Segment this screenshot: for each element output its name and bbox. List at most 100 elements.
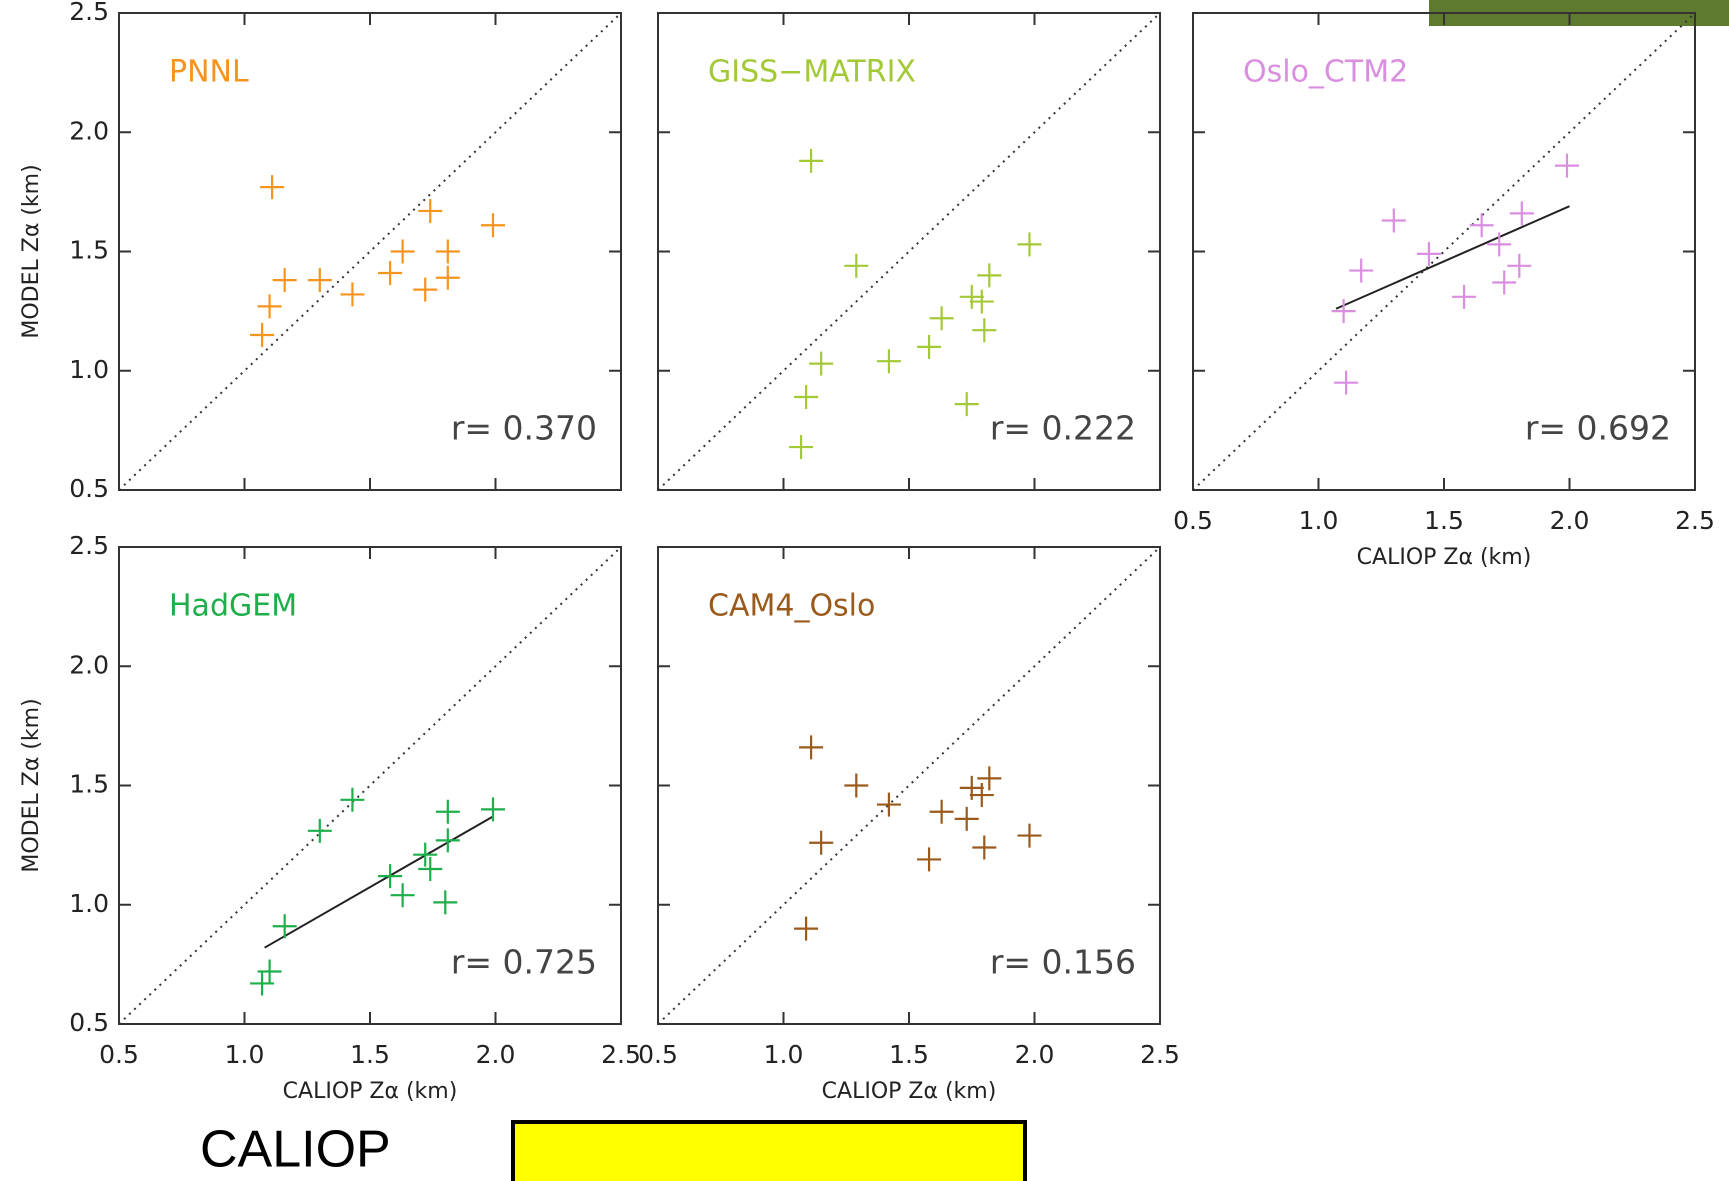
highlight-box bbox=[511, 1120, 1027, 1181]
scatter-point bbox=[1469, 213, 1494, 238]
x-tick-label: 1.5 bbox=[350, 1040, 390, 1069]
scatter-point bbox=[929, 306, 954, 331]
scatter-point bbox=[1349, 258, 1374, 283]
scatter-point bbox=[917, 847, 942, 872]
scatter-point bbox=[876, 792, 901, 817]
scatter-point bbox=[250, 322, 275, 347]
scatter-point bbox=[977, 263, 1002, 288]
x-tick-label: 1.0 bbox=[764, 1040, 804, 1069]
scatter-point bbox=[480, 797, 505, 822]
y-axis-label: MODEL Zα (km) bbox=[19, 698, 44, 872]
scatter-point bbox=[435, 799, 460, 824]
scatter-point bbox=[1017, 232, 1042, 257]
scatter-point bbox=[959, 775, 984, 800]
panel-title: HadGEM bbox=[169, 589, 297, 624]
scatter-point bbox=[1331, 299, 1356, 324]
x-tick-label: 0.5 bbox=[99, 1040, 139, 1069]
panel-title: Oslo_CTM2 bbox=[1243, 55, 1408, 90]
y-axis-label: MODEL Zα (km) bbox=[19, 164, 44, 338]
x-tick-label: 1.5 bbox=[889, 1040, 929, 1069]
scatter-point bbox=[799, 148, 824, 173]
scatter-point bbox=[954, 392, 979, 417]
scatter-point bbox=[954, 806, 979, 831]
y-tick-label: 2.5 bbox=[69, 0, 109, 26]
scatter-point bbox=[929, 799, 954, 824]
x-tick-label: 1.0 bbox=[225, 1040, 265, 1069]
x-tick-label: 2.0 bbox=[1550, 506, 1590, 535]
scatter-point bbox=[272, 268, 297, 293]
x-tick-label: 2.5 bbox=[1140, 1040, 1180, 1069]
x-tick-label: 1.5 bbox=[1424, 506, 1464, 535]
scatter-point bbox=[272, 914, 297, 939]
scatter-point bbox=[1492, 270, 1517, 295]
scatter-point bbox=[789, 435, 814, 460]
x-tick-label: 2.0 bbox=[1015, 1040, 1055, 1069]
correlation-label: r= 0.725 bbox=[451, 943, 597, 982]
scatter-point bbox=[435, 239, 460, 264]
x-tick-label: 2.5 bbox=[1675, 506, 1715, 535]
panel-title: GISS−MATRIX bbox=[708, 55, 916, 90]
scatter-point bbox=[1017, 823, 1042, 848]
x-tick-label: 2.5 bbox=[601, 1040, 641, 1069]
scatter-point bbox=[340, 282, 365, 307]
scatter-point bbox=[418, 198, 443, 223]
x-axis-label: CALIOP Zα (km) bbox=[283, 1079, 458, 1104]
scatter-point bbox=[794, 384, 819, 409]
scatter-point bbox=[1487, 232, 1512, 257]
correlation-label: r= 0.370 bbox=[451, 409, 597, 448]
scatter-point bbox=[307, 818, 332, 843]
scatter-point bbox=[1509, 201, 1534, 226]
scatter-point bbox=[418, 856, 443, 881]
scatter-point bbox=[390, 239, 415, 264]
scatter-point bbox=[480, 213, 505, 238]
y-tick-label: 2.5 bbox=[69, 531, 109, 560]
scatter-point bbox=[413, 842, 438, 867]
scatter-point bbox=[794, 916, 819, 941]
x-tick-label: 0.5 bbox=[1173, 506, 1213, 535]
correlation-label: r= 0.222 bbox=[990, 409, 1136, 448]
panel-title: PNNL bbox=[169, 55, 249, 90]
y-tick-label: 0.5 bbox=[69, 474, 109, 503]
y-tick-label: 1.0 bbox=[69, 355, 109, 384]
x-tick-label: 1.0 bbox=[1299, 506, 1339, 535]
scatter-point bbox=[876, 349, 901, 374]
scatter-point bbox=[413, 277, 438, 302]
scatter-point bbox=[969, 783, 994, 808]
scatter-point bbox=[257, 294, 282, 319]
scatter-point bbox=[972, 318, 997, 343]
scatter-point bbox=[1452, 284, 1477, 309]
scatter-point bbox=[257, 959, 282, 984]
panel: 0.5 1.0 1.5 2.0 2.5 PNNL r= 0.370 MODEL Zα (km) bbox=[19, 0, 622, 503]
scatter-point bbox=[435, 265, 460, 290]
scatter-point bbox=[1334, 370, 1359, 395]
panel: 0.5 1.0 1.5 2.0 2.5 CAM4_Oslo r= 0.156 CALIOP Z… bbox=[638, 546, 1180, 1104]
scatter-point bbox=[844, 773, 869, 798]
panel: 0.5 1.0 1.5 2.0 2.5 0.5 1.0 1.5 2.0 2.5 HadGEM r= 0… bbox=[19, 531, 641, 1104]
x-axis-label: CALIOP Zα (km) bbox=[822, 1079, 997, 1104]
scatter-point bbox=[260, 175, 285, 200]
scatter-point bbox=[307, 268, 332, 293]
scatter-point bbox=[435, 828, 460, 853]
scatter-point bbox=[799, 735, 824, 760]
x-tick-label: 2.0 bbox=[476, 1040, 516, 1069]
panel: GISS−MATRIX r= 0.222 bbox=[657, 12, 1161, 491]
scatter-point bbox=[378, 864, 403, 889]
scatter-point bbox=[809, 830, 834, 855]
correlation-label: r= 0.692 bbox=[1525, 409, 1671, 448]
x-axis-label: CALIOP Zα (km) bbox=[1357, 545, 1532, 570]
scatter-point bbox=[1416, 241, 1441, 266]
y-tick-label: 1.5 bbox=[69, 770, 109, 799]
scatter-point bbox=[378, 260, 403, 285]
scatter-point bbox=[433, 890, 458, 915]
scatter-point bbox=[959, 284, 984, 309]
y-tick-label: 2.0 bbox=[69, 650, 109, 679]
scatter-point bbox=[977, 766, 1002, 791]
footer-text: CALIOP bbox=[200, 1121, 391, 1179]
fit-line bbox=[1335, 205, 1570, 310]
scatter-point bbox=[340, 787, 365, 812]
scatter-point bbox=[844, 253, 869, 278]
scatter-point bbox=[1507, 253, 1532, 278]
y-tick-label: 0.5 bbox=[69, 1008, 109, 1037]
y-tick-label: 1.5 bbox=[69, 236, 109, 265]
